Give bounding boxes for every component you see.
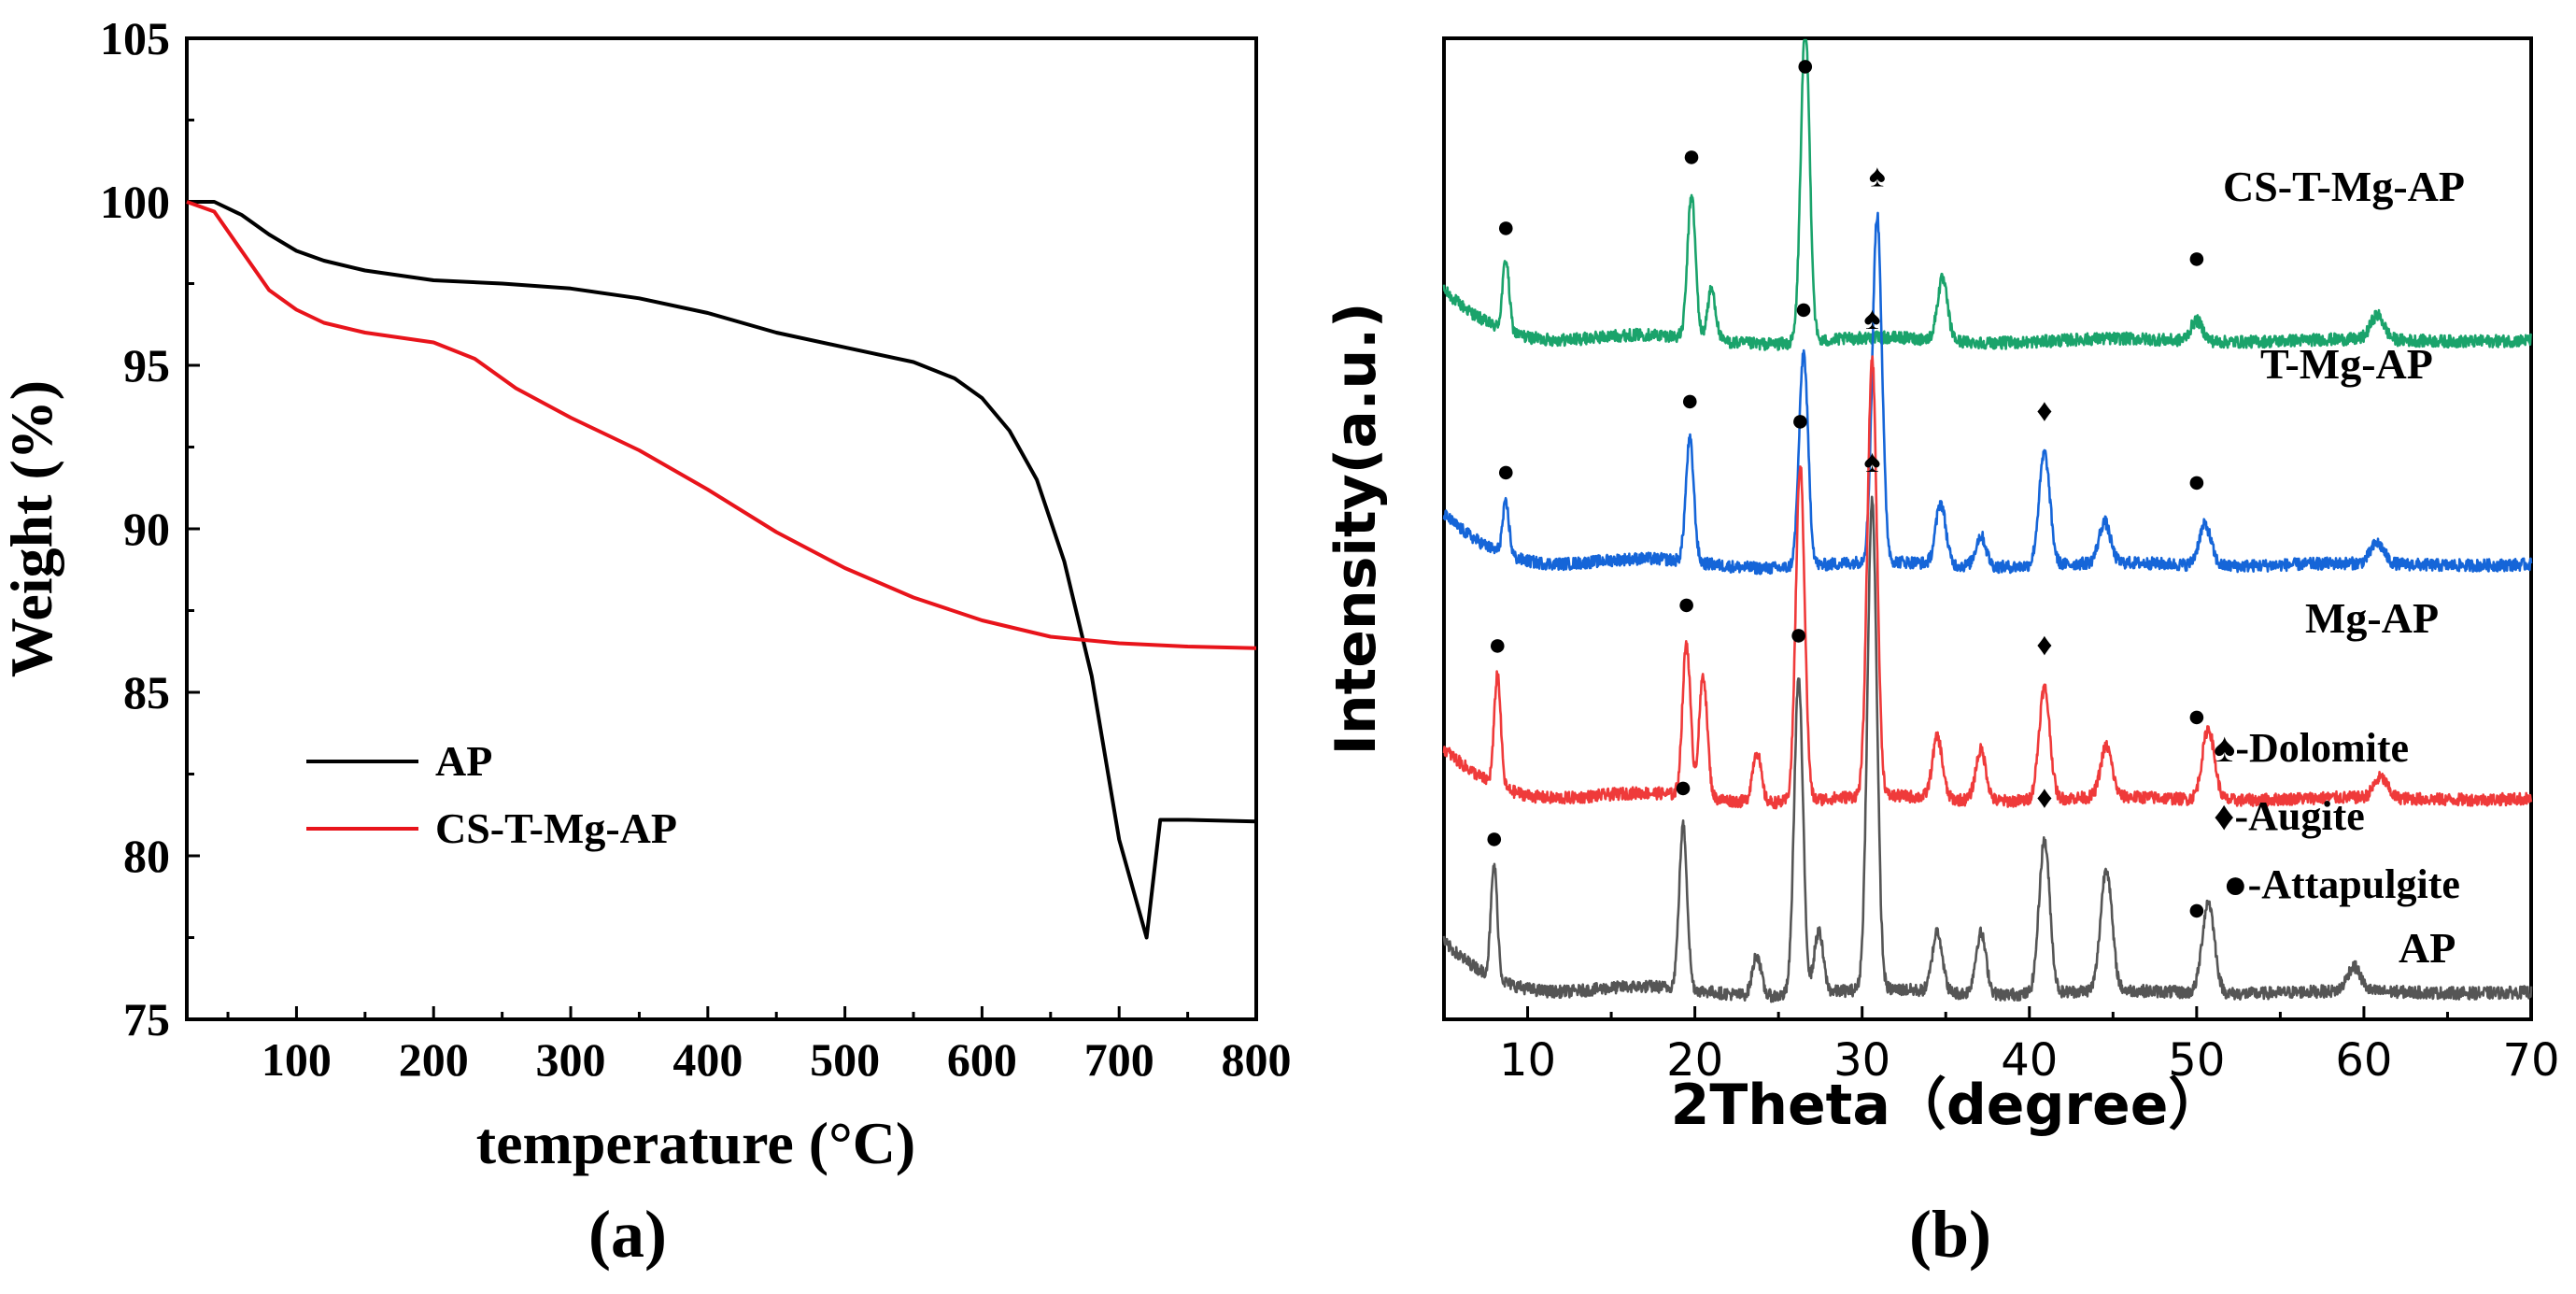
a-series-line-ap xyxy=(187,200,1257,940)
a-y-axis-label: Weight (%) xyxy=(0,380,64,677)
plot-frame-b xyxy=(1442,36,2533,1021)
b-phase-marker-mg-ap: ● xyxy=(1790,404,1810,438)
b-x-tick-label: 60 xyxy=(2335,1034,2392,1087)
b-phase-marker-ap: ♠ xyxy=(1863,445,1880,479)
a-y-tick-label: 95 xyxy=(123,339,170,391)
a-y-tick-label: 105 xyxy=(100,12,170,64)
b-phase-marker-mg-ap: ● xyxy=(2187,699,2207,733)
a-x-tick-label: 200 xyxy=(399,1033,469,1086)
b-phase-marker-cs-t-mg-ap: ● xyxy=(2187,241,2207,276)
a-x-tick-label: 700 xyxy=(1084,1033,1154,1086)
b-phase-marker-ap: ● xyxy=(1674,771,1693,805)
b-series-label-cs-t-mg-ap: CS-T-Mg-AP xyxy=(2223,163,2465,210)
b-phase-marker-t-mg-ap: ● xyxy=(2187,465,2207,500)
b-markers: ● ● ● ● ● ● ● ♠ ♦ ● ● ● ● ♠ ♦ ● ● ● ● ♠ ♦ ● xyxy=(1484,49,2206,927)
b-pattern-mg-ap xyxy=(1442,355,2533,810)
dolomite-symbol: ♠ xyxy=(2214,725,2235,771)
b-x-tick-label: 40 xyxy=(2001,1034,2058,1087)
panel-a-label: (a) xyxy=(588,1197,667,1272)
a-y-tick-label: 85 xyxy=(123,666,170,718)
b-pattern-cs-t-mg-ap xyxy=(1442,38,2533,351)
b-phase-marker-t-mg-ap: ♠ xyxy=(1869,160,1886,194)
b-phase-marker-cs-t-mg-ap: ● xyxy=(1796,49,1816,83)
b-phase-marker-ap: ● xyxy=(1484,821,1504,856)
b-series-label-ap: AP xyxy=(2399,924,2456,972)
a-x-tick-label: 600 xyxy=(947,1033,1017,1086)
a-series-line-cs-t-mg-ap xyxy=(186,200,1257,650)
a-x-axis-label: temperature (°C) xyxy=(476,1110,915,1176)
b-phase-marker-mg-ap: ● xyxy=(1677,587,1696,621)
augite-text: -Augite xyxy=(2234,793,2364,839)
phase-legend-dolomite: ♠-Dolomite xyxy=(2214,725,2409,771)
a-x-tick-label: 100 xyxy=(262,1033,332,1086)
b-phase-marker-t-mg-ap: ♦ xyxy=(2036,393,2052,428)
b-x-tick-label: 50 xyxy=(2168,1034,2225,1087)
b-series xyxy=(1442,38,2533,1003)
a-x-tick-label: 300 xyxy=(536,1033,606,1086)
b-phase-marker-t-mg-ap: ● xyxy=(1794,292,1814,326)
b-phase-marker-ap: ● xyxy=(1789,618,1808,652)
b-phase-marker-mg-ap: ♦ xyxy=(2036,628,2052,662)
b-phase-marker-ap: ♦ xyxy=(2036,781,2052,816)
phase-legend-augite: ♦-Augite xyxy=(2214,793,2365,839)
b-pattern-ap xyxy=(1442,495,2533,1003)
b-phase-marker-cs-t-mg-ap: ● xyxy=(1682,139,1702,174)
panel-b: 10 20 30 40 50 60 70 ●●●●●●●♠♦●●●●♠♦●●●●♠♦● In… xyxy=(1323,36,2560,1272)
b-phase-marker-mg-ap: ● xyxy=(1488,628,1507,662)
a-ticks: 100 200 300 400 500 600 700 800 75 80 85 90 95 100 105 xyxy=(100,12,1292,1086)
a-series xyxy=(186,200,1257,940)
b-phase-marker-ap: ● xyxy=(2187,892,2207,927)
phase-legend: ♠-Dolomite ♦-Augite ●-Attapulgite xyxy=(2214,725,2460,907)
a-x-tick-label: 400 xyxy=(672,1033,743,1086)
legend-label-ap: AP xyxy=(435,737,492,785)
b-x-tick-label: 30 xyxy=(1833,1034,1890,1087)
attapulgite-symbol: ● xyxy=(2223,861,2248,907)
b-phase-marker-mg-ap: ♠ xyxy=(1863,302,1880,336)
a-y-tick-label: 90 xyxy=(123,503,170,555)
phase-legend-attapulgite: ●-Attapulgite xyxy=(2223,861,2460,907)
b-phase-marker-cs-t-mg-ap: ● xyxy=(1496,210,1516,245)
b-x-tick-label: 20 xyxy=(1666,1034,1723,1087)
b-series-label-t-mg-ap: T-Mg-AP xyxy=(2260,340,2433,388)
b-x-axis-label: 2Theta（degree） xyxy=(1671,1073,2225,1138)
b-phase-marker-t-mg-ap: ● xyxy=(1680,383,1700,418)
b-phase-marker-t-mg-ap: ● xyxy=(1496,455,1516,490)
b-x-tick-label: 10 xyxy=(1499,1034,1556,1087)
panel-a: 100 200 300 400 500 600 700 800 75 80 85 90 95 100 105… xyxy=(0,12,1292,1272)
b-series-label-mg-ap: Mg-AP xyxy=(2305,594,2439,642)
a-x-tick-label: 500 xyxy=(810,1033,880,1086)
augite-symbol: ♦ xyxy=(2214,793,2234,839)
b-pattern-t-mg-ap xyxy=(1442,211,2533,576)
plot-frame-a xyxy=(185,36,1258,1021)
a-y-tick-label: 75 xyxy=(123,993,170,1045)
b-x-tick-label: 70 xyxy=(2502,1034,2559,1087)
a-legend: AP CS-T-Mg-AP xyxy=(306,737,677,852)
panel-b-label: (b) xyxy=(1909,1197,1991,1272)
dolomite-text: -Dolomite xyxy=(2235,725,2409,771)
b-ticks: 10 20 30 40 50 60 70 xyxy=(1442,1006,2560,1087)
a-y-tick-label: 100 xyxy=(100,176,170,228)
legend-label-cs-t-mg-ap: CS-T-Mg-AP xyxy=(435,804,677,852)
a-x-tick-label: 800 xyxy=(1222,1033,1292,1086)
attapulgite-text: -Attapulgite xyxy=(2248,861,2460,907)
b-y-axis-label: Intensity(a.u.) xyxy=(1323,303,1389,756)
a-y-tick-label: 80 xyxy=(123,830,170,882)
